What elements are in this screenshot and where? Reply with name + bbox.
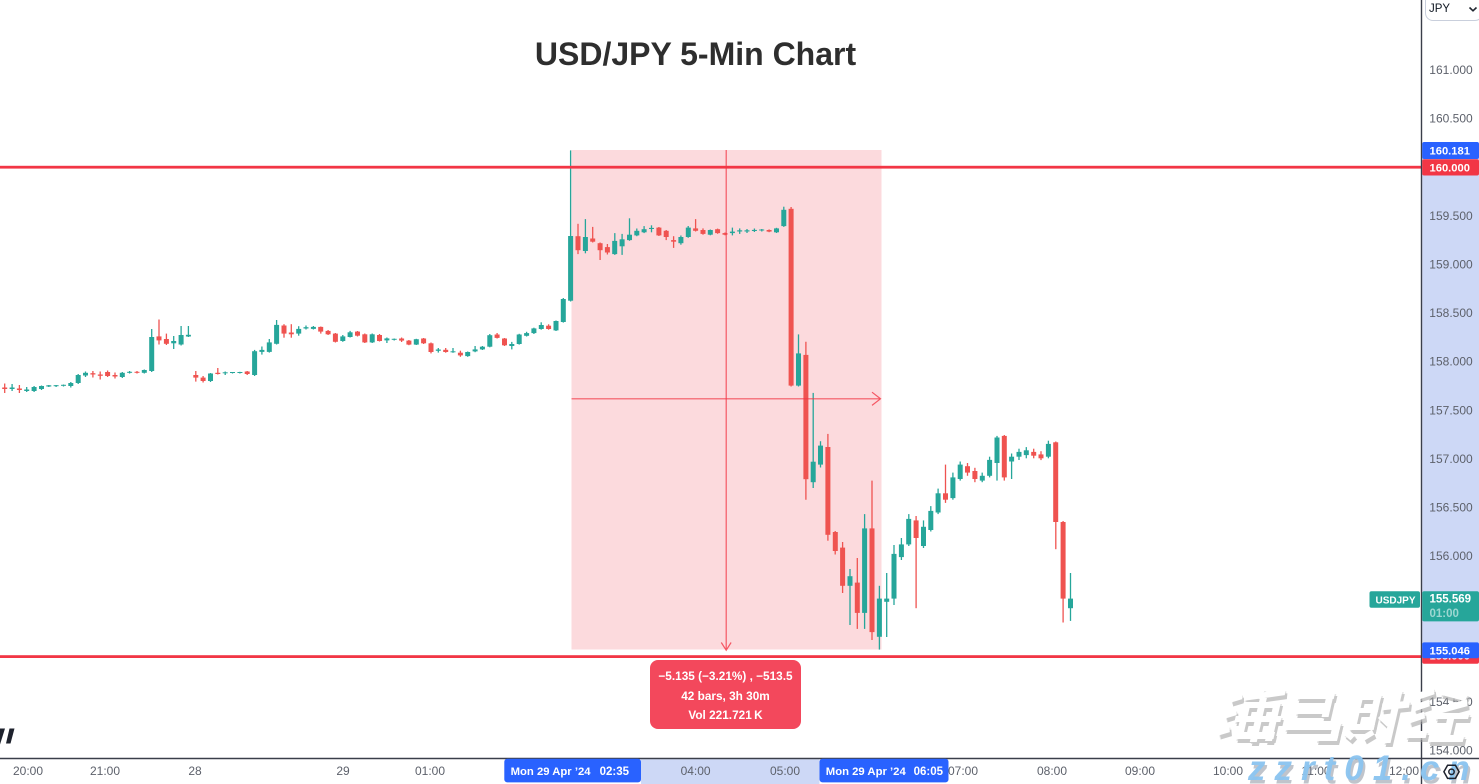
svg-text:156.000: 156.000	[1429, 549, 1473, 563]
svg-text:158.000: 158.000	[1429, 355, 1473, 369]
svg-text:zzrt01.cn: zzrt01.cn	[1249, 753, 1479, 784]
svg-text:160.500: 160.500	[1429, 112, 1473, 126]
svg-text:01:00: 01:00	[1430, 608, 1459, 620]
svg-text:156.500: 156.500	[1429, 501, 1473, 515]
svg-text:21:00: 21:00	[90, 764, 120, 778]
svg-text:04:00: 04:00	[681, 764, 711, 778]
svg-text:155.569: 155.569	[1430, 594, 1472, 606]
svg-text:157.500: 157.500	[1429, 403, 1473, 417]
svg-text:157.000: 157.000	[1429, 452, 1473, 466]
svg-text:161.000: 161.000	[1429, 63, 1473, 77]
svg-text:155.046: 155.046	[1430, 645, 1470, 657]
svg-text:160.181: 160.181	[1430, 146, 1470, 158]
svg-text:29: 29	[336, 764, 350, 778]
svg-text:20:00: 20:00	[13, 764, 43, 778]
svg-text:09:00: 09:00	[1125, 764, 1155, 778]
svg-text:06:05: 06:05	[914, 766, 944, 778]
svg-text:05:00: 05:00	[770, 764, 800, 778]
svg-text:Mon 29 Apr ’24: Mon 29 Apr ’24	[511, 766, 592, 778]
svg-text:159.000: 159.000	[1429, 258, 1473, 272]
svg-text:02:35: 02:35	[600, 766, 630, 778]
svg-text:160.000: 160.000	[1430, 162, 1470, 174]
svg-text:zzrt01.cn: zzrt01.cn	[1247, 749, 1479, 784]
svg-text:07:00: 07:00	[948, 764, 978, 778]
svg-text:Mon 29 Apr ’24: Mon 29 Apr ’24	[826, 766, 907, 778]
svg-text:USDJPY: USDJPY	[1376, 595, 1416, 606]
svg-text:11:00: 11:00	[1301, 764, 1330, 778]
svg-text:01:00: 01:00	[415, 764, 445, 778]
svg-text:159.500: 159.500	[1429, 209, 1473, 223]
svg-text:10:00: 10:00	[1213, 764, 1243, 778]
svg-text:154.000: 154.000	[1429, 744, 1473, 758]
svg-text:08:00: 08:00	[1037, 764, 1067, 778]
svg-text:12:00: 12:00	[1389, 764, 1419, 778]
svg-text:158.500: 158.500	[1429, 306, 1473, 320]
svg-text:28: 28	[188, 764, 202, 778]
